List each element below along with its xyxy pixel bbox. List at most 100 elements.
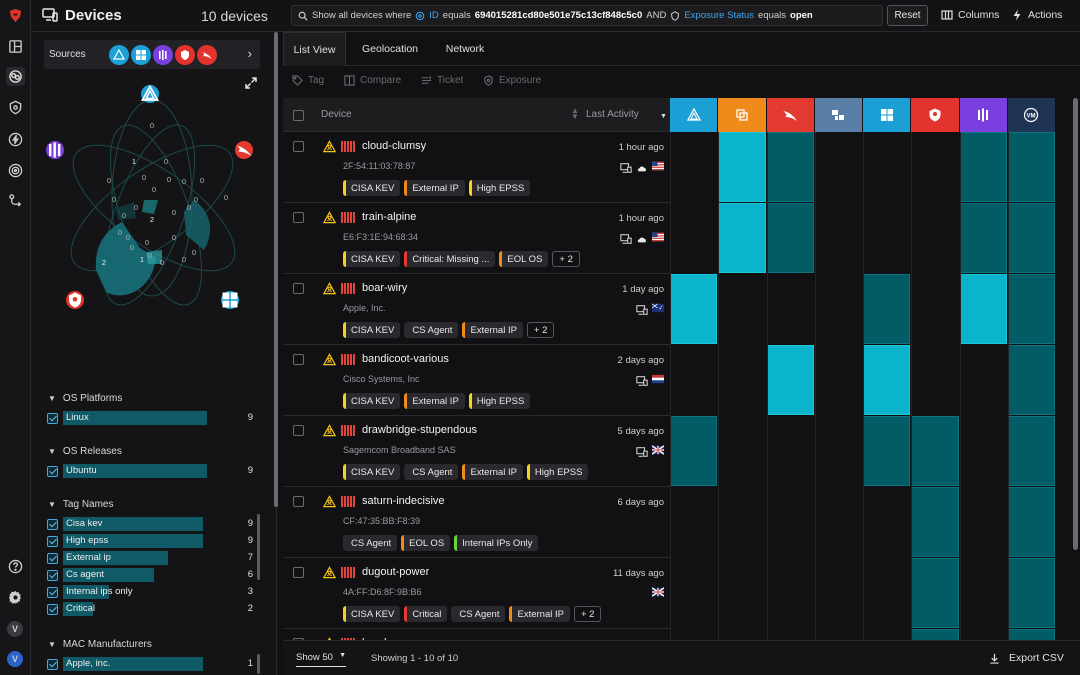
coverage-cell[interactable] bbox=[911, 487, 960, 558]
crowdstrike-icon[interactable] bbox=[235, 141, 253, 159]
facet-item[interactable]: High epss 9 bbox=[47, 534, 253, 548]
device-name[interactable]: drawbridge-stupendous bbox=[362, 424, 477, 436]
vmware-carbon-column-header[interactable] bbox=[959, 98, 1007, 132]
coverage-cell[interactable] bbox=[1007, 416, 1056, 487]
windows-icon[interactable] bbox=[221, 291, 239, 309]
row-checkbox[interactable] bbox=[293, 496, 304, 507]
facet-checkbox[interactable] bbox=[47, 658, 58, 670]
assetnote-icon[interactable] bbox=[109, 44, 129, 65]
table-row[interactable]: train-alpine E6:F3:1E:94:68:34 1 hour ago C… bbox=[283, 203, 670, 274]
facet-checkbox[interactable] bbox=[47, 586, 58, 598]
settings-gear-icon[interactable] bbox=[6, 588, 25, 607]
avatar[interactable]: V bbox=[7, 621, 23, 637]
facet-item[interactable]: Linux 9 bbox=[47, 411, 253, 425]
table-row[interactable]: dugout-power 4A:FF:D6:8F:9B:B6 11 days ago… bbox=[283, 558, 670, 629]
tab-network[interactable]: Network bbox=[445, 43, 485, 55]
coverage-cell[interactable] bbox=[766, 132, 815, 203]
facet-item[interactable]: Critical 2 bbox=[47, 602, 253, 616]
tag-chip[interactable]: High EPSS bbox=[526, 464, 589, 480]
coverage-cell[interactable] bbox=[1007, 487, 1056, 558]
tag-chip[interactable]: + 2 bbox=[552, 251, 580, 267]
tag-chip[interactable]: External IP bbox=[404, 180, 465, 196]
windows-column-header[interactable] bbox=[863, 98, 911, 132]
shield-column-header[interactable] bbox=[911, 98, 959, 132]
tag-chip[interactable]: CISA KEV bbox=[343, 180, 401, 196]
select-all-checkbox[interactable] bbox=[293, 110, 304, 121]
tab-list-view[interactable]: List View bbox=[283, 32, 346, 66]
windows-icon[interactable] bbox=[131, 44, 151, 65]
facet-item[interactable]: Apple, inc. 1 bbox=[47, 657, 253, 671]
tag-chip[interactable]: + 2 bbox=[573, 606, 602, 622]
coverage-cell[interactable] bbox=[766, 345, 815, 416]
facet-item[interactable]: Ubuntu 9 bbox=[47, 464, 253, 478]
page-size-select[interactable]: Show 50 ▼ bbox=[296, 652, 346, 667]
columns-button[interactable]: Columns bbox=[941, 9, 999, 21]
table-scrollbar[interactable] bbox=[1073, 98, 1078, 550]
facet-header[interactable]: ▼ Tag Names bbox=[48, 499, 114, 510]
coverage-cell[interactable] bbox=[766, 203, 815, 274]
tag-chip[interactable]: CISA KEV bbox=[343, 464, 401, 480]
query-field-id[interactable]: ID bbox=[429, 10, 439, 21]
shield-icon[interactable] bbox=[175, 44, 195, 65]
assetnote-column-header[interactable] bbox=[670, 98, 718, 132]
table-row[interactable]: saturn-indecisive CF:47:35:BB:F8:39 6 days… bbox=[283, 487, 670, 558]
facet-scrollbar-2[interactable] bbox=[257, 654, 260, 674]
left-panel-scrollbar[interactable] bbox=[274, 32, 278, 507]
tab-geolocation[interactable]: Geolocation bbox=[361, 43, 419, 55]
coverage-cell[interactable] bbox=[1007, 274, 1056, 345]
facet-checkbox[interactable] bbox=[47, 569, 58, 581]
device-name[interactable]: boar-wiry bbox=[362, 282, 408, 294]
facet-header[interactable]: ▼ MAC Manufacturers bbox=[48, 639, 152, 650]
tag-chip[interactable]: CISA KEV bbox=[343, 251, 401, 267]
coverage-cell[interactable] bbox=[1007, 345, 1056, 416]
tag-chip[interactable]: CS Agent bbox=[404, 322, 459, 338]
coverage-cell[interactable] bbox=[863, 416, 912, 487]
tag-chip[interactable]: CS Agent bbox=[451, 606, 506, 622]
device-name[interactable]: bandicoot-various bbox=[362, 353, 449, 365]
coverage-cell[interactable] bbox=[1007, 629, 1056, 640]
facet-item[interactable]: External ip 7 bbox=[47, 551, 253, 565]
exposure-button[interactable]: Exposure bbox=[483, 75, 541, 86]
vmware-carbon-icon[interactable] bbox=[46, 141, 64, 159]
tag-chip[interactable]: CS Agent bbox=[343, 535, 398, 551]
coverage-cell[interactable] bbox=[911, 416, 960, 487]
facet-item[interactable]: Cisa kev 9 bbox=[47, 517, 253, 531]
coverage-cell[interactable] bbox=[670, 416, 719, 487]
dashboard-icon[interactable] bbox=[6, 37, 25, 56]
compare-button[interactable]: Compare bbox=[344, 75, 401, 86]
column-header-last-activity[interactable]: Last Activity bbox=[586, 109, 639, 120]
tag-button[interactable]: Tag bbox=[292, 75, 324, 86]
coverage-cell[interactable] bbox=[863, 274, 912, 345]
query-bar[interactable]: Show all devices where ID equals 6940152… bbox=[291, 5, 883, 26]
coverage-cell[interactable] bbox=[670, 274, 719, 345]
tag-chip[interactable]: External IP bbox=[509, 606, 570, 622]
row-checkbox[interactable] bbox=[293, 283, 304, 294]
query-field-exposure[interactable]: Exposure Status bbox=[684, 10, 755, 21]
facet-item[interactable]: Internal ips only 3 bbox=[47, 585, 253, 599]
help-icon[interactable] bbox=[6, 557, 25, 576]
facet-checkbox[interactable] bbox=[47, 465, 58, 477]
coverage-cell[interactable] bbox=[718, 203, 767, 274]
facet-checkbox[interactable] bbox=[47, 412, 58, 424]
coverage-cell[interactable] bbox=[959, 132, 1008, 203]
tag-chip[interactable]: + 2 bbox=[526, 322, 555, 338]
tag-chip[interactable]: Critical: Missing ... bbox=[404, 251, 496, 267]
row-checkbox[interactable] bbox=[293, 212, 304, 223]
sort-icon[interactable]: ▲ ▼ bbox=[571, 106, 579, 121]
coverage-cell[interactable] bbox=[1007, 558, 1056, 629]
row-checkbox[interactable] bbox=[293, 567, 304, 578]
column-header-device[interactable]: Device bbox=[321, 109, 352, 120]
vmware-icon[interactable] bbox=[153, 44, 173, 65]
assetnote-icon[interactable] bbox=[141, 84, 159, 103]
coverage-cell[interactable] bbox=[959, 274, 1008, 345]
sources-selector[interactable]: Sources › bbox=[44, 40, 260, 69]
device-name[interactable]: train-alpine bbox=[362, 211, 417, 223]
shield-source-icon[interactable] bbox=[66, 291, 84, 309]
crowdstrike-icon[interactable] bbox=[197, 44, 217, 65]
facet-checkbox[interactable] bbox=[47, 603, 58, 615]
tag-chip[interactable]: CISA KEV bbox=[343, 393, 401, 409]
facet-checkbox[interactable] bbox=[47, 535, 58, 547]
vm-column-header[interactable]: VM bbox=[1007, 98, 1055, 132]
lightning-nav-icon[interactable] bbox=[6, 130, 25, 149]
tag-chip[interactable]: External IP bbox=[462, 322, 523, 338]
